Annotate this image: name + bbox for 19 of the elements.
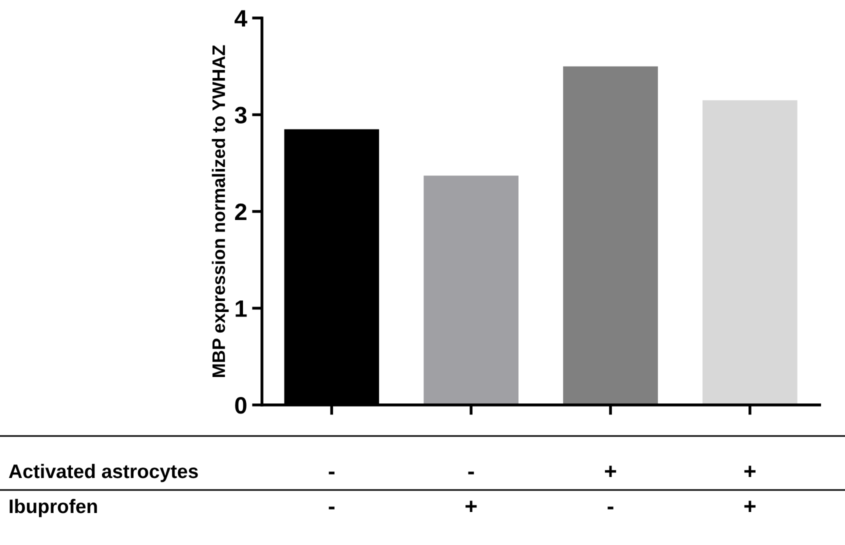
y-tick-label: 4 — [234, 10, 248, 27]
bar — [563, 66, 658, 405]
bar — [424, 176, 518, 405]
text: - — [608, 506, 614, 510]
y-tick-label: 3 — [234, 106, 247, 124]
text: + — [744, 500, 756, 512]
text: - — [328, 472, 334, 474]
text: Activated astrocytes — [8, 464, 198, 482]
text: + — [604, 466, 616, 477]
y-tick-label: 0 — [235, 397, 246, 414]
text: Ibuprofen — [10, 498, 97, 518]
text: + — [744, 466, 756, 477]
text: + — [466, 500, 477, 512]
bar — [702, 100, 798, 405]
y-tick-label: 2 — [235, 204, 246, 220]
y-axis-title: MBP expression normalized to YWHAZ — [212, 45, 229, 377]
y-tick-label: 1 — [236, 300, 247, 317]
text: - — [468, 472, 474, 474]
text: - — [328, 506, 334, 510]
